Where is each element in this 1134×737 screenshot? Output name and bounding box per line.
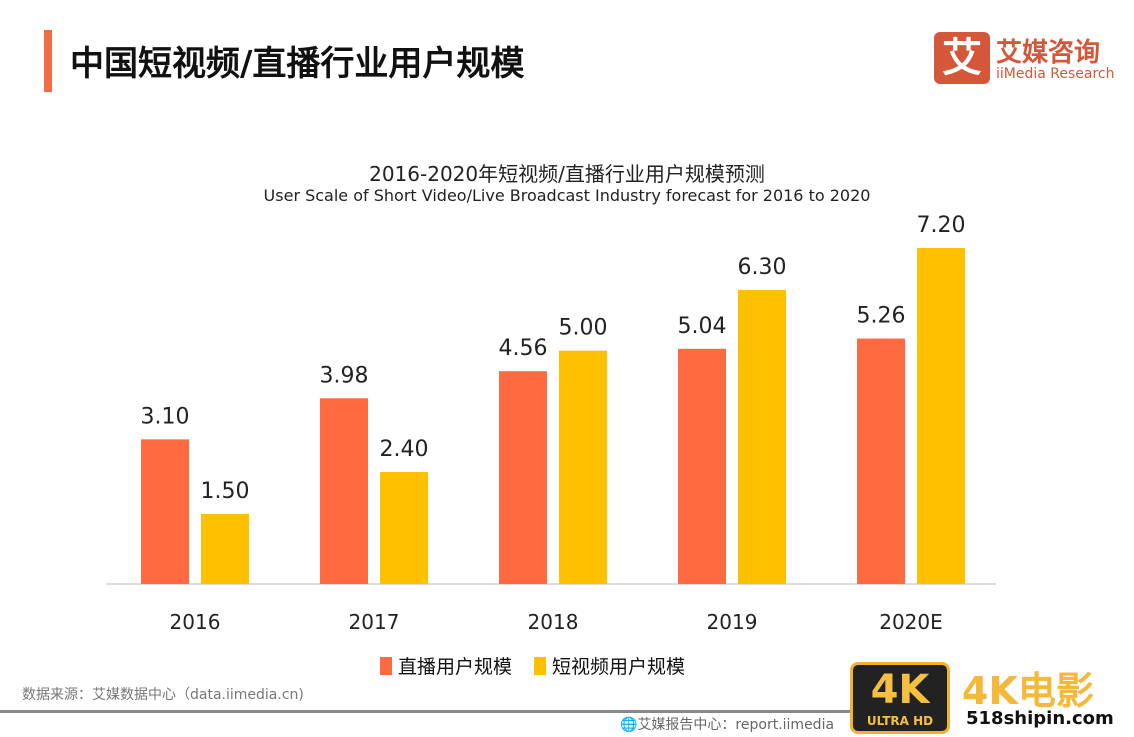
bar <box>559 350 607 584</box>
bar <box>320 398 368 584</box>
bar <box>141 439 189 584</box>
watermark-brand: 4K电影 <box>962 669 1094 713</box>
data-label: 5.04 <box>678 314 727 339</box>
bar <box>857 338 905 584</box>
bar <box>380 472 428 584</box>
data-label: 5.00 <box>559 316 608 341</box>
watermark-badge: 4K ULTRA HD <box>850 662 950 734</box>
globe-icon: 🌐 <box>620 717 638 733</box>
x-tick-label: 2018 <box>528 610 579 634</box>
bar <box>738 290 786 584</box>
report-link[interactable]: 🌐艾媒报告中心：report.iimedia <box>620 717 835 733</box>
title-accent-bar <box>44 30 52 92</box>
data-label: 3.98 <box>320 363 369 388</box>
footer-divider <box>0 710 850 713</box>
x-tick-label: 2017 <box>349 610 400 634</box>
bar <box>678 348 726 584</box>
legend-item-short-video: 短视频用户规模 <box>534 652 685 679</box>
chart-title: 2016-2020年短视频/直播行业用户规模预测 <box>369 162 765 186</box>
logo-text-cn: 艾媒咨询 <box>996 38 1101 68</box>
bar <box>917 248 965 584</box>
page-title: 中国短视频/直播行业用户规模 <box>70 44 525 84</box>
data-label: 3.10 <box>141 404 190 429</box>
watermark-site: 518shipin.com <box>966 708 1114 729</box>
bar <box>201 514 249 584</box>
x-tick-label: 2020E <box>879 610 943 634</box>
bar <box>499 371 547 584</box>
legend-item-live: 直播用户规模 <box>380 652 512 679</box>
x-tick-label: 2016 <box>170 610 221 634</box>
logo-icon: 艾 <box>934 32 990 84</box>
logo-text-en: iiMedia Research <box>996 66 1115 82</box>
data-label: 5.26 <box>857 304 906 329</box>
legend: 直播用户规模 短视频用户规模 <box>380 652 685 679</box>
chart-subtitle: User Scale of Short Video/Live Broadcast… <box>263 186 871 205</box>
data-label: 1.50 <box>201 479 250 504</box>
data-source: 数据来源：艾媒数据中心（data.iimedia.cn) <box>22 687 304 703</box>
x-tick-label: 2019 <box>707 610 758 634</box>
data-label: 6.30 <box>738 255 787 280</box>
data-label: 2.40 <box>380 437 429 462</box>
data-label: 7.20 <box>917 213 966 238</box>
data-label: 4.56 <box>499 336 548 361</box>
